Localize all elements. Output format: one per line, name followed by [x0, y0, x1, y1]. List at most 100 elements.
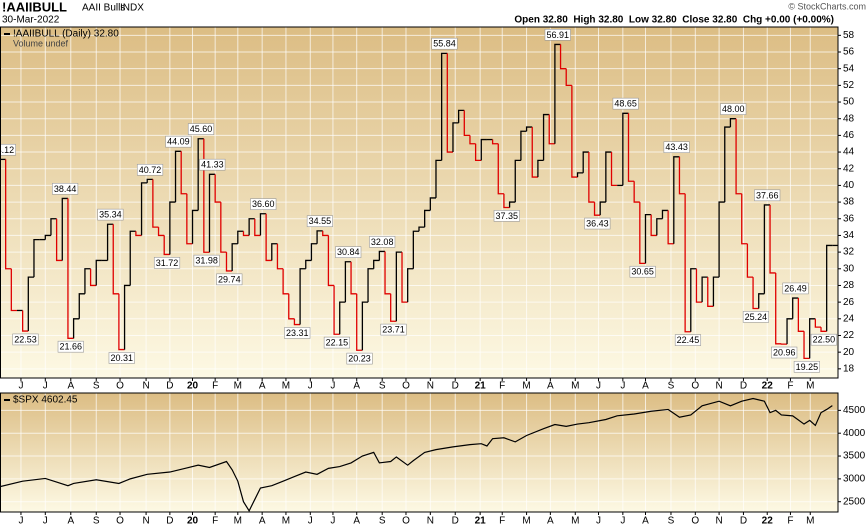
exchange: INDX	[120, 3, 144, 14]
step-segment	[322, 230, 329, 237]
x-tick-label: M	[282, 516, 290, 527]
data-label-box	[380, 323, 407, 336]
step-segment	[89, 268, 97, 287]
step-segment	[440, 52, 448, 161]
step-segment	[310, 243, 318, 261]
step-segment	[118, 293, 125, 351]
step-segment	[84, 268, 91, 294]
x-tick-label: J	[620, 516, 625, 527]
y-tick-label: 18	[843, 363, 855, 374]
step-segment	[809, 318, 816, 359]
data-label: 22.50	[813, 335, 836, 345]
data-label: 29.74	[218, 274, 241, 284]
x-tick-label: J	[330, 381, 335, 392]
step-segment	[395, 251, 403, 322]
data-label: 26.49	[784, 283, 807, 293]
step-segment	[271, 243, 278, 261]
y-tick-label: 4000	[843, 428, 866, 439]
x-tick-label: F	[787, 516, 793, 527]
step-segment	[741, 193, 748, 245]
step-segment	[333, 285, 340, 335]
data-label: 30.84	[337, 247, 360, 257]
step-segment	[27, 276, 34, 332]
step-segment	[622, 112, 629, 186]
step-segment	[537, 159, 544, 178]
step-segment	[627, 113, 635, 182]
x-tick-label: O	[402, 381, 410, 392]
data-label: 36.43	[586, 219, 609, 229]
data-label-box	[108, 352, 135, 364]
data-label-box	[493, 210, 520, 222]
x-tick-label: D	[452, 381, 459, 392]
step-segment	[701, 276, 708, 303]
step-segment	[718, 201, 725, 278]
data-label: 36.60	[252, 199, 275, 209]
step-segment	[424, 209, 431, 228]
data-label: 45.60	[190, 124, 213, 134]
x-tick-label: J	[596, 381, 601, 392]
step-segment	[186, 193, 193, 245]
x-tick-label: S	[93, 516, 100, 527]
data-label-box	[663, 141, 690, 153]
step-segment	[344, 261, 352, 303]
step-segment	[690, 268, 697, 332]
data-label-box	[720, 103, 747, 115]
x-tick-label: J	[596, 516, 601, 527]
plot-area	[0, 393, 838, 512]
step-segment	[50, 218, 57, 236]
y-tick-label: 38	[843, 197, 855, 208]
step-segment	[373, 259, 380, 269]
y-tick-label: 40	[843, 180, 855, 191]
step-segment	[480, 138, 487, 161]
step-segment	[474, 143, 482, 162]
step-segment	[350, 261, 357, 295]
data-label-box	[323, 336, 350, 349]
x-tick-label: 20	[187, 516, 199, 527]
step-segment	[531, 127, 538, 178]
step-segment	[78, 293, 85, 319]
x-tick-label: A	[642, 516, 649, 527]
x-tick-label: J	[620, 381, 625, 392]
x-tick-label: F	[787, 381, 793, 392]
step-segment	[650, 214, 657, 237]
step-segment	[157, 227, 165, 237]
x-tick-label: N	[142, 381, 149, 392]
step-segment	[254, 218, 261, 237]
step-segment	[152, 179, 159, 228]
x-tick-label: 21	[475, 381, 487, 392]
step-segment	[401, 252, 408, 303]
step-segment	[735, 118, 742, 195]
data-label: 20.96	[773, 348, 796, 358]
x-tick-label: A	[353, 381, 360, 392]
legend-entry: !AAIIBULL (Daily) 32.80	[13, 29, 119, 40]
data-label-box	[612, 97, 639, 110]
y-tick-label: 28	[843, 280, 855, 291]
y-tick-label: 32	[843, 247, 855, 258]
step-segment	[644, 213, 652, 264]
step-segment	[525, 126, 533, 132]
symbol: !AAIIBULL	[2, 0, 67, 14]
x-tick-label: F	[212, 516, 218, 527]
x-tick-label: A	[259, 381, 266, 392]
data-label: 48.00	[722, 104, 745, 114]
x-tick-label: O	[402, 516, 410, 527]
step-segment	[191, 209, 199, 244]
data-label-box	[199, 158, 226, 171]
x-tick-label: S	[668, 516, 675, 527]
step-segment	[33, 238, 40, 278]
step-segment	[661, 209, 669, 219]
data-label: 43.43	[665, 142, 688, 152]
data-label-box	[97, 208, 124, 221]
step-segment	[237, 230, 244, 244]
step-segment	[469, 135, 476, 145]
step-segment	[605, 151, 612, 203]
step-segment	[214, 174, 221, 203]
y-tick-label: 3000	[843, 474, 866, 485]
data-label-box	[165, 135, 192, 148]
data-label-box	[584, 217, 611, 230]
step-segment	[797, 298, 805, 332]
y-tick-label: 3500	[843, 451, 866, 462]
x-tick-label: M	[234, 516, 242, 527]
data-label: 48.65	[614, 99, 637, 109]
step-segment	[746, 243, 754, 278]
